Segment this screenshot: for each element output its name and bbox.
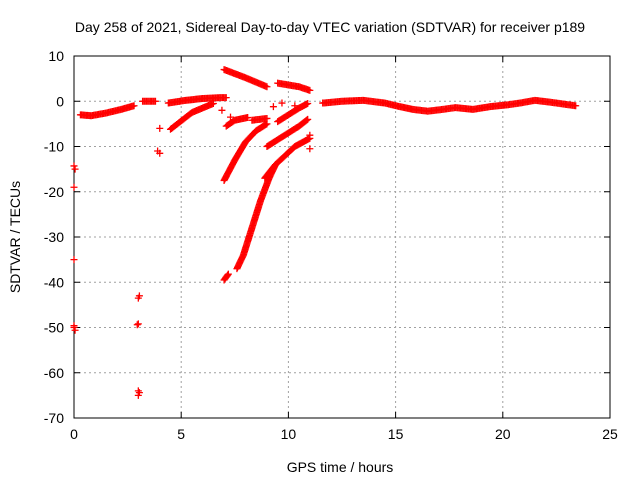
- data-point: [218, 106, 226, 114]
- data-point: [262, 121, 270, 129]
- data-point: [135, 389, 143, 397]
- data-point: [134, 320, 142, 328]
- y-tick-label: -10: [44, 139, 64, 155]
- x-tick-labels: 0 5 10 15 20 25: [70, 426, 618, 442]
- x-tick-label: 5: [177, 426, 185, 442]
- y-tick-label: -40: [44, 274, 64, 290]
- x-axis-label: GPS time / hours: [287, 459, 394, 475]
- data-point: [227, 113, 235, 121]
- y-axis-label: SDTVAR / TECUs: [7, 181, 23, 293]
- data-point: [263, 114, 271, 122]
- x-tick-label: 10: [281, 426, 297, 442]
- y-tick-label: 0: [56, 93, 64, 109]
- chart-title: Day 258 of 2021, Sidereal Day-to-day VTE…: [75, 19, 585, 35]
- data-point: [133, 321, 141, 329]
- data-point: [154, 147, 162, 155]
- data-point: [291, 102, 299, 110]
- y-tick-label: -50: [44, 320, 64, 336]
- data-point: [303, 116, 311, 124]
- data-point: [278, 99, 286, 107]
- data-point: [224, 271, 232, 279]
- data-point: [209, 100, 217, 108]
- data-point: [244, 114, 252, 122]
- y-tick-label: -60: [44, 365, 64, 381]
- data-point: [304, 115, 312, 123]
- axis-ticks: [73, 55, 611, 419]
- data-point: [130, 102, 138, 110]
- data-point: [70, 162, 78, 170]
- grid-lines: [74, 56, 610, 418]
- data-point: [70, 256, 78, 264]
- data-point: [224, 270, 232, 278]
- x-tick-label: 0: [70, 426, 78, 442]
- data-point: [222, 94, 230, 102]
- y-tick-label: -70: [44, 410, 64, 426]
- data-point: [156, 124, 164, 132]
- x-tick-label: 15: [388, 426, 404, 442]
- data-point: [304, 100, 312, 108]
- data-point: [269, 103, 277, 111]
- data-point: [151, 97, 159, 105]
- data-point: [70, 183, 78, 191]
- data-point: [70, 322, 78, 330]
- data-point: [71, 165, 79, 173]
- data-markers: [70, 66, 580, 399]
- y-tick-labels: 10 0 -10 -20 -30 -40 -50 -60 -70: [44, 48, 64, 426]
- data-point: [263, 83, 271, 91]
- y-tick-label: -20: [44, 184, 64, 200]
- x-tick-label: 25: [602, 426, 618, 442]
- data-point: [135, 292, 143, 300]
- data-point: [572, 102, 580, 110]
- y-tick-label: -30: [44, 229, 64, 245]
- data-point: [306, 86, 314, 94]
- data-point: [306, 131, 314, 139]
- y-tick-label: 10: [48, 48, 64, 64]
- data-point: [306, 145, 314, 153]
- x-tick-label: 20: [495, 426, 511, 442]
- data-point: [71, 326, 79, 334]
